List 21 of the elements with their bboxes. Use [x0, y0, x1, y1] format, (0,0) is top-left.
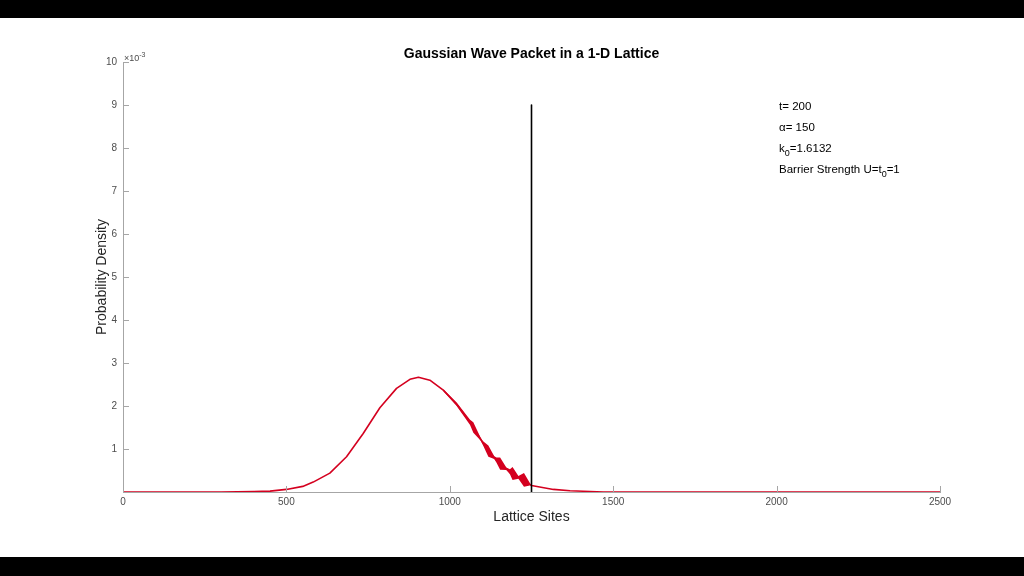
- x-tick-label: 2500: [928, 495, 952, 507]
- y-tick-label: 1: [111, 442, 118, 454]
- y-tick-label: 8: [111, 141, 118, 153]
- y-tick-label: 10: [105, 55, 118, 67]
- x-axis-title: Lattice Sites: [493, 508, 570, 524]
- x-tick-label: 0: [120, 495, 127, 507]
- y-tick-label: 3: [111, 356, 118, 368]
- y-tick-label: 6: [111, 227, 118, 239]
- y-tick-label: 7: [111, 184, 118, 196]
- y-axis-title: Probability Density: [93, 219, 109, 335]
- y-tick-label: 5: [111, 270, 118, 282]
- annotation: t= 200: [779, 100, 812, 112]
- y-tick-label: 9: [111, 98, 118, 110]
- annotation: α= 150: [779, 121, 815, 133]
- x-tick-label: 500: [278, 495, 296, 507]
- y-tick-label: 4: [111, 313, 118, 325]
- x-tick-label: 1000: [438, 495, 462, 507]
- chart-title: Gaussian Wave Packet in a 1-D Lattice: [403, 45, 660, 61]
- y-tick-label: 2: [111, 399, 118, 411]
- x-tick-label: 1500: [602, 495, 625, 507]
- x-tick-label: 2000: [765, 495, 789, 507]
